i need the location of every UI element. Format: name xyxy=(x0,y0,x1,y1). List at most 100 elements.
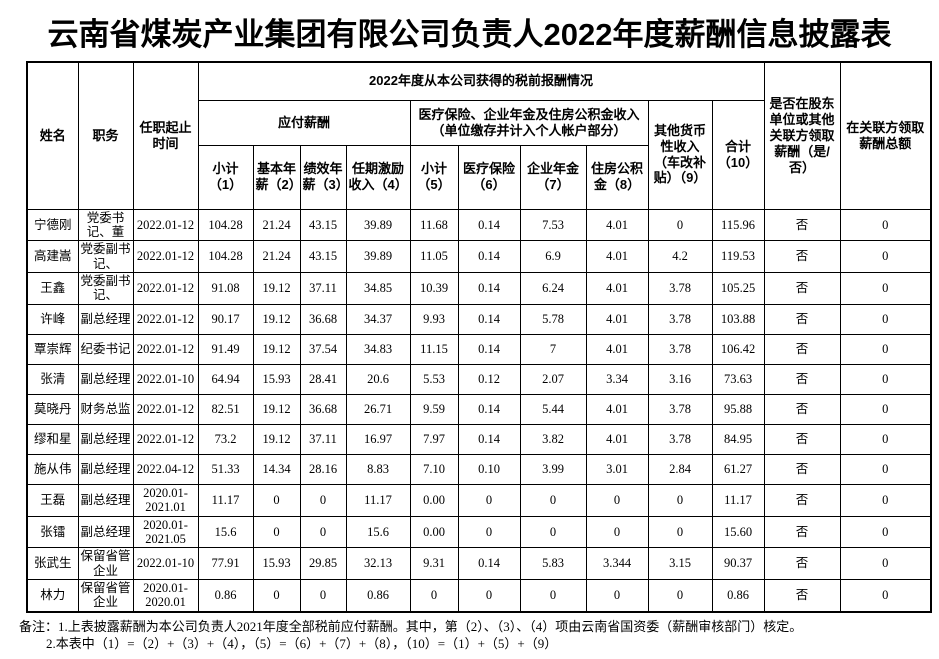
cell-base-salary-2: 0 xyxy=(252,483,301,517)
cell-related-pay-flag: 否 xyxy=(763,240,841,273)
cell-other-income-9: 3.78 xyxy=(647,303,713,335)
cell-other-income-9: 4.2 xyxy=(647,240,713,273)
cell-tenure-incentive-4: 26.71 xyxy=(345,393,411,425)
cell-housing-fund-8: 0 xyxy=(585,578,649,613)
header-row-3: 小计（1） 基本年薪（2） 绩效年薪（3） 任期激励收入（4） 小计（5） 医疗… xyxy=(27,144,931,210)
footnote-line-1: 备注：1.上表披露薪酬为本公司负责人2021年度全部税前应付薪酬。其中，第（2）… xyxy=(19,618,803,634)
col-header-pretax-group: 2022年度从本公司获得的税前报酬情况 xyxy=(197,61,765,101)
cell-total-10: 119.53 xyxy=(711,240,765,273)
cell-position: 纪委书记 xyxy=(77,333,134,365)
cell-housing-fund-8: 4.01 xyxy=(585,208,649,242)
cell-related-pay-flag: 否 xyxy=(763,453,841,485)
cell-subtotal-5: 9.59 xyxy=(409,393,459,425)
cell-medical-insurance-6: 0 xyxy=(457,578,521,613)
cell-tenure-incentive-4: 39.89 xyxy=(345,240,411,273)
cell-position: 副总经理 xyxy=(77,483,134,517)
col-header-housing-fund-8: 住房公积金（8） xyxy=(585,144,649,210)
cell-medical-insurance-6: 0.14 xyxy=(457,208,521,242)
cell-performance-salary-3: 37.54 xyxy=(299,333,347,365)
cell-related-pay-total: 0 xyxy=(839,453,932,485)
cell-term: 2022.01-12 xyxy=(132,272,199,305)
cell-term: 2020.01-2021.01 xyxy=(132,483,199,517)
table-row: 王鑫 党委副书记、 2022.01-12 91.08 19.12 37.11 34.85 10… xyxy=(26,272,932,305)
cell-term: 2022.01-12 xyxy=(132,393,199,425)
cell-total-10: 105.25 xyxy=(711,272,765,305)
cell-term: 2022.01-12 xyxy=(132,423,199,455)
cell-performance-salary-3: 43.15 xyxy=(299,240,347,273)
cell-base-salary-2: 0 xyxy=(252,515,301,549)
cell-position: 党委副书记、 xyxy=(77,272,134,305)
cell-other-income-9: 3.78 xyxy=(647,333,713,365)
col-header-medical-insurance-6: 医疗保险（6） xyxy=(457,144,521,210)
cell-related-pay-flag: 否 xyxy=(763,515,841,549)
table-row: 施从伟 副总经理 2022.04-12 51.33 14.34 28.16 8.83 7.10… xyxy=(26,453,932,485)
cell-subtotal-5: 0.00 xyxy=(409,515,459,549)
cell-base-salary-2: 19.12 xyxy=(252,333,301,365)
cell-subtotal-5: 11.05 xyxy=(409,240,459,273)
cell-medical-insurance-6: 0.14 xyxy=(457,240,521,273)
cell-total-10: 15.60 xyxy=(711,515,765,549)
cell-medical-insurance-6: 0 xyxy=(457,515,521,549)
cell-performance-salary-3: 0 xyxy=(299,578,347,613)
cell-related-pay-total: 0 xyxy=(839,423,932,455)
cell-housing-fund-8: 4.01 xyxy=(585,423,649,455)
cell-subtotal-5: 10.39 xyxy=(409,272,459,305)
header-row-1: 姓名 职务 任职起止时间 2022年度从本公司获得的税前报酬情况 是否在股东单位… xyxy=(26,61,932,210)
cell-other-income-9: 3.16 xyxy=(647,363,713,395)
cell-name: 宁德刚 xyxy=(26,208,79,242)
cell-related-pay-flag: 否 xyxy=(763,272,841,305)
cell-total-10: 0.86 xyxy=(711,578,765,613)
cell-related-pay-total: 0 xyxy=(839,240,932,273)
cell-base-salary-2: 21.24 xyxy=(252,240,301,273)
cell-medical-insurance-6: 0.10 xyxy=(457,453,521,485)
cell-subtotal-5: 7.10 xyxy=(409,453,459,485)
cell-tenure-incentive-4: 32.13 xyxy=(345,547,411,580)
cell-subtotal-1: 104.28 xyxy=(197,208,254,242)
cell-medical-insurance-6: 0.14 xyxy=(457,272,521,305)
cell-enterprise-annuity-7: 0 xyxy=(519,515,587,549)
col-header-term: 任职起止时间 xyxy=(132,61,199,210)
table-row: 张镭 副总经理 2020.01-2021.05 15.6 0 0 15.6 0.00 0 0 0 0 1… xyxy=(26,515,932,549)
cell-other-income-9: 3.78 xyxy=(647,272,713,305)
cell-enterprise-annuity-7: 3.82 xyxy=(519,423,587,455)
cell-enterprise-annuity-7: 3.99 xyxy=(519,453,587,485)
cell-medical-insurance-6: 0.14 xyxy=(457,547,521,580)
cell-name: 覃崇辉 xyxy=(26,333,79,365)
cell-subtotal-5: 9.93 xyxy=(409,303,459,335)
cell-related-pay-total: 0 xyxy=(839,303,932,335)
table-row: 王磊 副总经理 2020.01-2021.01 11.17 0 0 11.17 0.00 0 0 0… xyxy=(26,483,932,517)
cell-medical-insurance-6: 0.14 xyxy=(457,423,521,455)
cell-performance-salary-3: 28.16 xyxy=(299,453,347,485)
cell-term: 2022.01-12 xyxy=(132,333,199,365)
cell-performance-salary-3: 36.68 xyxy=(299,393,347,425)
cell-related-pay-total: 0 xyxy=(839,547,932,580)
cell-enterprise-annuity-7: 0 xyxy=(519,483,587,517)
col-header-related-pay-flag: 是否在股东单位或其他关联方领取薪酬（是/否） xyxy=(763,61,841,210)
page: 云南省煤炭产业集团有限公司负责人2022年度薪酬信息披露表 姓名 职务 任职起止… xyxy=(0,9,939,653)
cell-medical-insurance-6: 0.14 xyxy=(457,303,521,335)
page-title: 云南省煤炭产业集团有限公司负责人2022年度薪酬信息披露表 xyxy=(47,17,892,52)
salary-table: 姓名 职务 任职起止时间 2022年度从本公司获得的税前报酬情况 是否在股东单位… xyxy=(26,61,933,613)
cell-name: 林力 xyxy=(26,578,79,613)
cell-term: 2022.01-12 xyxy=(132,303,199,335)
cell-subtotal-5: 0.00 xyxy=(409,483,459,517)
cell-medical-insurance-6: 0.12 xyxy=(457,363,521,395)
cell-subtotal-1: 15.6 xyxy=(197,515,254,549)
cell-subtotal-1: 91.08 xyxy=(197,272,254,305)
cell-performance-salary-3: 28.41 xyxy=(299,363,347,395)
cell-housing-fund-8: 4.01 xyxy=(585,272,649,305)
cell-base-salary-2: 0 xyxy=(252,578,301,613)
cell-related-pay-flag: 否 xyxy=(763,578,841,613)
cell-other-income-9: 3.15 xyxy=(647,547,713,580)
cell-subtotal-5: 5.53 xyxy=(409,363,459,395)
cell-base-salary-2: 14.34 xyxy=(252,453,301,485)
cell-housing-fund-8: 0 xyxy=(585,515,649,549)
cell-related-pay-flag: 否 xyxy=(763,483,841,517)
col-header-tenure-incentive-4: 任期激励收入（4） xyxy=(345,144,411,210)
cell-related-pay-flag: 否 xyxy=(763,333,841,365)
col-header-subtotal-5: 小计（5） xyxy=(409,144,459,210)
table-body: 宁德刚 党委书记、董 2022.01-12 104.28 21.24 43.15 39.89… xyxy=(26,208,932,613)
table-row: 高建嵩 党委副书记、 2022.01-12 104.28 21.24 43.15 39.89… xyxy=(26,240,932,273)
cell-related-pay-total: 0 xyxy=(839,393,932,425)
cell-housing-fund-8: 4.01 xyxy=(585,393,649,425)
